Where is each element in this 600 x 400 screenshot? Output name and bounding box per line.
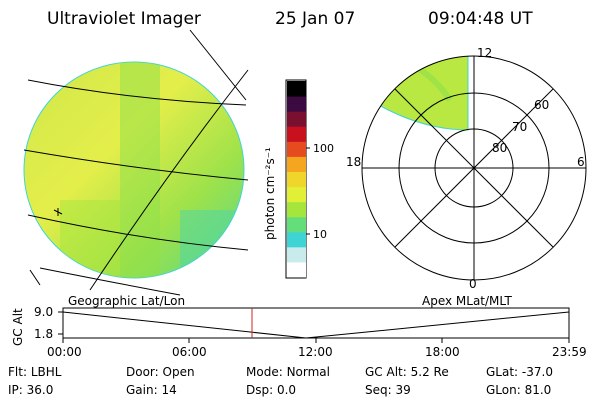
- spacecraft-marker-icon: [53, 208, 63, 216]
- timeline-x-tick-1: 06:00: [172, 345, 207, 359]
- gain-info: Gain: 14: [126, 383, 177, 397]
- date-label: 25 Jan 07: [275, 9, 356, 29]
- timeline-x-tick-0: 00:00: [47, 345, 82, 359]
- timeline-x-tick-2: 12:00: [298, 345, 333, 359]
- colorbar-segment: [287, 141, 306, 157]
- dsp-info: Dsp: 0.0: [246, 383, 297, 397]
- ip-info: IP: 36.0: [8, 383, 54, 397]
- colorbar-segment: [287, 186, 306, 203]
- colorbar-segment: [287, 201, 306, 218]
- colorbar-segment: [287, 231, 306, 248]
- colorbar-segment: [287, 126, 306, 142]
- colorbar-segment: [287, 261, 306, 278]
- colorbar-segment: [287, 246, 306, 263]
- colorbar-segment: [287, 111, 306, 127]
- lat-label-60: 60: [534, 98, 550, 112]
- instrument-title: Ultraviolet Imager: [47, 9, 201, 29]
- time-label: 09:04:48 UT: [428, 9, 533, 29]
- uv-disc: [23, 61, 245, 279]
- timeline-y-tick-bottom: 1.8: [34, 327, 54, 341]
- mlt-label-0: 0: [469, 277, 477, 291]
- polar-plot: [361, 55, 587, 281]
- glon-info: GLon: 81.0: [486, 383, 552, 397]
- colorbar-unit-label: photon cm⁻²s⁻¹: [263, 147, 277, 240]
- mlt-label-18: 18: [346, 155, 362, 169]
- mode-info: Mode: Normal: [246, 365, 330, 379]
- mlt-label-12: 12: [477, 46, 493, 60]
- timeline-x-tick-3: 18:00: [425, 345, 460, 359]
- timeline-right-title: Apex MLat/MLT: [422, 294, 512, 308]
- timeline-y-tick-top: 9.0: [34, 305, 54, 319]
- colorbar: [285, 79, 310, 279]
- gc-alt-info: GC Alt: 5.2 Re: [365, 365, 449, 379]
- altitude-timeline: [58, 307, 570, 343]
- colorbar-segment: [287, 156, 306, 172]
- filter-info: Flt: LBHL: [8, 365, 62, 379]
- timeline-left-title: Geographic Lat/Lon: [68, 294, 186, 308]
- mlt-label-6: 6: [577, 155, 585, 169]
- lat-label-70: 70: [512, 120, 528, 134]
- colorbar-segment: [287, 96, 306, 112]
- timeline-x-tick-4: 23:59: [552, 345, 587, 359]
- colorbar-tick-100: 100: [313, 142, 334, 155]
- colorbar-tick-10: 10: [313, 228, 327, 241]
- geographic-grid-lines: [23, 29, 249, 296]
- seq-info: Seq: 39: [365, 383, 411, 397]
- colorbar-segment: [287, 81, 306, 97]
- colorbar-segment: [287, 216, 306, 233]
- lat-label-80: 80: [492, 141, 508, 155]
- colorbar-segment: [287, 171, 306, 188]
- timeline-y-label: GC Alt: [11, 308, 25, 346]
- glat-info: GLat: -37.0: [486, 365, 553, 379]
- door-info: Door: Open: [126, 365, 195, 379]
